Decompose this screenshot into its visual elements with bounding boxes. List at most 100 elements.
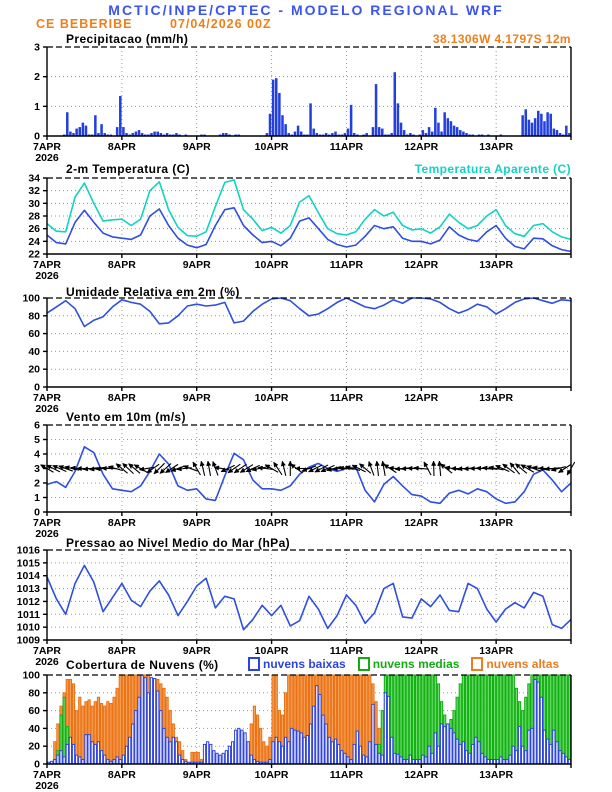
legend-item-mid-clouds: nuvens medias: [357, 657, 460, 671]
svg-text:1: 1: [34, 101, 40, 113]
svg-text:11APR: 11APR: [330, 645, 364, 657]
svg-text:2026: 2026: [35, 403, 59, 415]
legend-item-low-clouds: nuvens baixas: [248, 657, 346, 671]
svg-text:6: 6: [34, 420, 40, 432]
svg-text:10APR: 10APR: [255, 259, 289, 271]
run-datetime: 07/04/2026 00Z: [170, 17, 272, 31]
temp2m-line-1: [46, 179, 572, 241]
svg-text:4: 4: [34, 449, 40, 461]
svg-text:20: 20: [28, 741, 40, 753]
clouds-x-axis: 7APR 8APR 9APR 10APR 11APR 12APR 13APR 2026: [33, 764, 572, 792]
svg-text:100: 100: [22, 293, 40, 305]
svg-text:10APR: 10APR: [255, 769, 289, 781]
temp2m-x-axis: 7APR 8APR 9APR 10APR 11APR 12APR 13APR 2026: [33, 254, 572, 282]
rh-x-axis: 7APR 8APR 9APR 10APR 11APR 12APR 13APR 2026: [33, 387, 572, 415]
svg-text:12APR: 12APR: [404, 645, 438, 657]
svg-text:13APR: 13APR: [479, 259, 513, 271]
svg-text:28: 28: [28, 211, 40, 223]
temp2m-frame: [46, 178, 572, 255]
wind-x-axis: 7APR 8APR 9APR 10APR 11APR 12APR 13APR 2026: [33, 512, 572, 540]
pressure-grid: [47, 550, 571, 640]
legend-label-mid-clouds: nuvens medias: [372, 657, 460, 671]
svg-text:10APR: 10APR: [255, 392, 289, 404]
legend-apparent-temperature: Temperatura Aparente (C): [414, 162, 571, 176]
svg-text:2: 2: [34, 478, 40, 490]
svg-text:60: 60: [28, 705, 40, 717]
pressure-frame: [46, 550, 572, 641]
svg-text:9APR: 9APR: [183, 392, 211, 404]
svg-text:1013: 1013: [17, 583, 41, 595]
rh-line-0: [46, 297, 572, 328]
panel-wind: 0 1 2 3 4 5 6 7APR 8APR 9APR 10APR 11APR 12APR 13APR 2…: [33, 420, 576, 540]
svg-text:13APR: 13APR: [479, 141, 513, 153]
svg-text:7APR: 7APR: [33, 517, 61, 529]
svg-text:12APR: 12APR: [404, 259, 438, 271]
station-name: CE BEBERIBE: [36, 17, 133, 31]
svg-text:1014: 1014: [17, 570, 41, 582]
rh-frame: [46, 298, 572, 388]
wind-y-axis: 0 1 2 3 4 5 6: [34, 420, 47, 519]
svg-text:8APR: 8APR: [108, 141, 136, 153]
svg-text:11APR: 11APR: [330, 517, 364, 529]
rh-grid: [47, 298, 571, 387]
svg-text:10APR: 10APR: [255, 645, 289, 657]
svg-text:1010: 1010: [17, 622, 41, 634]
svg-text:1012: 1012: [17, 596, 41, 608]
mid-clouds-swatch-icon: [357, 657, 370, 671]
high-clouds-swatch-icon: [471, 657, 484, 671]
svg-text:3: 3: [34, 463, 40, 475]
svg-text:9APR: 9APR: [183, 769, 211, 781]
svg-text:7APR: 7APR: [33, 769, 61, 781]
svg-text:8APR: 8APR: [108, 259, 136, 271]
panel-title-humidity: Umidade Relativa em 2m (%): [66, 285, 240, 299]
svg-text:0: 0: [34, 131, 40, 143]
precip-bars: [62, 72, 571, 136]
svg-text:0: 0: [34, 507, 40, 519]
svg-text:2026: 2026: [35, 656, 59, 668]
svg-text:13APR: 13APR: [479, 769, 513, 781]
svg-text:24: 24: [28, 236, 40, 248]
svg-text:13APR: 13APR: [479, 392, 513, 404]
svg-text:30: 30: [28, 198, 40, 210]
clouds-legend: nuvens baixas nuvens medias nuvens altas: [248, 657, 559, 671]
svg-text:8APR: 8APR: [108, 392, 136, 404]
pressure-line-0: [46, 564, 572, 631]
svg-text:0: 0: [34, 759, 40, 771]
svg-text:9APR: 9APR: [183, 517, 211, 529]
panel-precip: 0 1 2 3 7APR 8APR 9APR 10APR 11APR 12APR 13APR 2026: [33, 42, 572, 164]
svg-text:1011: 1011: [17, 609, 40, 621]
svg-text:12APR: 12APR: [404, 517, 438, 529]
svg-text:2: 2: [34, 71, 40, 83]
svg-text:8APR: 8APR: [108, 517, 136, 529]
svg-text:1: 1: [34, 492, 40, 504]
legend-label-high-clouds: nuvens altas: [486, 657, 560, 671]
svg-text:9APR: 9APR: [183, 141, 211, 153]
svg-text:0: 0: [34, 382, 40, 394]
svg-text:11APR: 11APR: [330, 141, 364, 153]
wind-line-0: [46, 445, 572, 505]
clouds-frame: [46, 675, 572, 765]
legend-label-low-clouds: nuvens baixas: [263, 657, 346, 671]
station-coordinates: 38.1306W 4.1797S 12m: [432, 32, 571, 46]
low-clouds-swatch-icon: [248, 657, 260, 671]
svg-text:13APR: 13APR: [479, 517, 513, 529]
svg-text:2026: 2026: [35, 780, 59, 792]
panel-title-clouds: Cobertura de Nuvens (%): [66, 658, 219, 672]
svg-text:12APR: 12APR: [404, 141, 438, 153]
svg-text:8APR: 8APR: [108, 645, 136, 657]
svg-text:40: 40: [28, 346, 40, 358]
panel-title-pressure: Pressao ao Nivel Medio do Mar (hPa): [66, 536, 291, 550]
svg-text:11APR: 11APR: [330, 392, 364, 404]
svg-text:2026: 2026: [35, 528, 59, 540]
pressure-x-axis: 7APR 8APR 9APR 10APR 11APR 12APR 13APR 2026: [33, 640, 572, 668]
svg-text:9APR: 9APR: [183, 645, 211, 657]
panel-title-precipitation: Precipitacao (mm/h): [66, 32, 189, 46]
svg-text:10APR: 10APR: [255, 141, 289, 153]
svg-text:8APR: 8APR: [108, 769, 136, 781]
svg-text:7APR: 7APR: [33, 645, 61, 657]
legend-item-high-clouds: nuvens altas: [471, 657, 559, 671]
panel-title-temperature: 2-m Temperatura (C): [66, 162, 191, 176]
svg-text:7APR: 7APR: [33, 141, 61, 153]
